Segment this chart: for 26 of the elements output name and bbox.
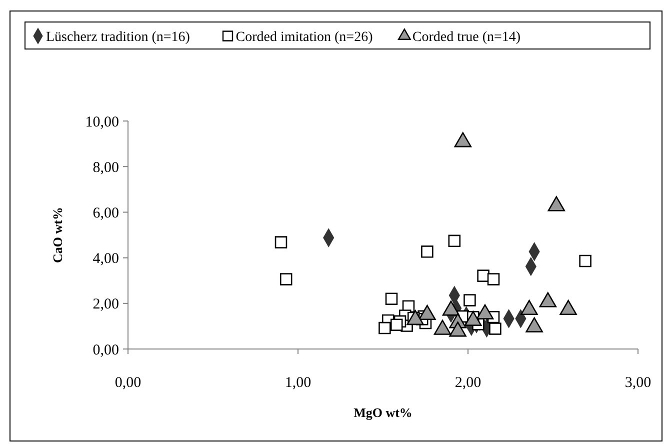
- y-tick-label: 8,00: [92, 160, 119, 176]
- y-axis-title: CaO wt%: [50, 207, 65, 263]
- point: [390, 318, 403, 331]
- y-tick-label: 0,00: [92, 342, 119, 358]
- point: [378, 322, 391, 334]
- x-axis-title: MgO wt%: [354, 405, 412, 420]
- x-tick-label: 1,00: [284, 375, 312, 391]
- point: [448, 234, 461, 248]
- point: [385, 292, 398, 305]
- point: [274, 236, 288, 248]
- legend-label: Lüscherz tradition (n=16): [46, 30, 190, 45]
- legend-label: Corded imitation (n=26): [236, 30, 374, 45]
- y-tick-label: 2,00: [92, 296, 119, 313]
- y-tick-label: 10,00: [85, 114, 119, 130]
- legend-label: Corded true (n=14): [412, 30, 521, 45]
- y-tick-label: 6,00: [92, 205, 119, 222]
- x-tick-label: 3,00: [624, 375, 652, 391]
- y-tick-label: 4,00: [92, 251, 119, 268]
- point: [579, 254, 592, 268]
- point: [280, 273, 292, 286]
- point: [464, 294, 476, 306]
- point: [487, 273, 500, 286]
- point: [489, 322, 502, 335]
- x-tick-label: 2,00: [454, 375, 482, 391]
- x-tick-label: 0,00: [114, 375, 142, 391]
- point: [421, 246, 434, 258]
